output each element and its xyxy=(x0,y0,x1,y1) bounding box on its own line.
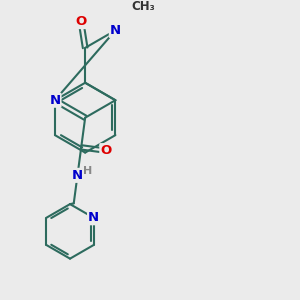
Text: N: N xyxy=(72,169,83,182)
Text: H: H xyxy=(83,167,93,176)
Text: N: N xyxy=(110,24,121,37)
Text: O: O xyxy=(100,144,112,157)
Text: O: O xyxy=(75,15,87,28)
Text: N: N xyxy=(88,211,99,224)
Text: CH₃: CH₃ xyxy=(132,0,155,13)
Text: N: N xyxy=(50,94,61,107)
